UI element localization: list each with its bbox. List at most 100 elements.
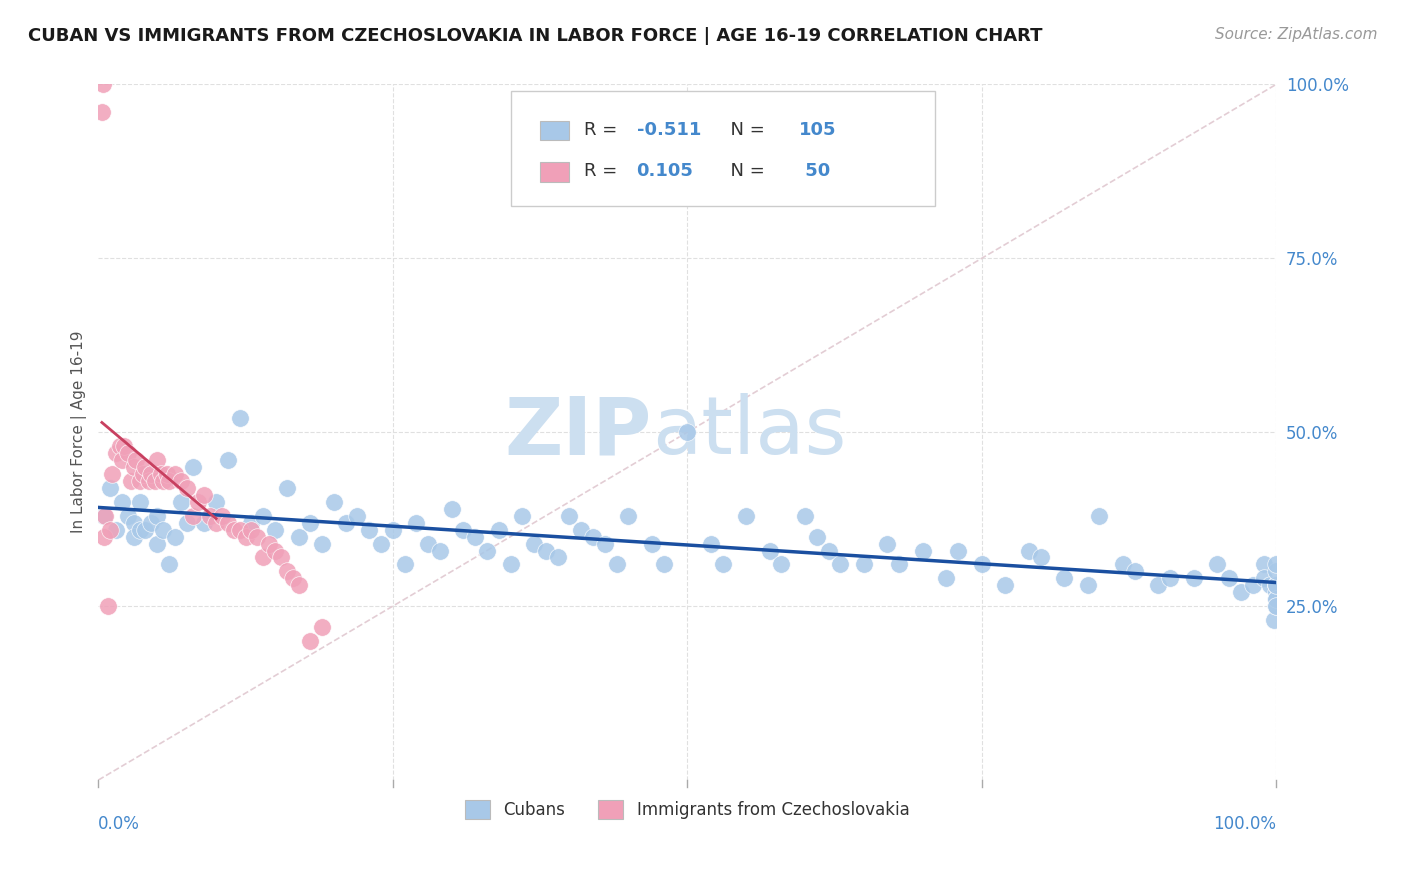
Point <box>157 558 180 572</box>
Point <box>152 523 174 537</box>
Point <box>240 516 263 530</box>
Point <box>1265 565 1288 579</box>
Point <box>163 467 186 481</box>
Point <box>700 536 723 550</box>
Text: N =: N = <box>718 120 770 138</box>
Point <box>453 523 475 537</box>
Point <box>132 467 155 481</box>
Point <box>252 508 274 523</box>
Point <box>141 467 163 481</box>
Point <box>1229 585 1251 599</box>
Text: ZIP: ZIP <box>505 393 652 471</box>
Point <box>122 530 145 544</box>
Point <box>593 536 616 550</box>
Point <box>322 495 344 509</box>
Point <box>299 516 322 530</box>
Point <box>187 495 209 509</box>
Point <box>488 523 510 537</box>
Point <box>299 634 322 648</box>
Point <box>141 516 163 530</box>
Point <box>475 543 498 558</box>
Point <box>1147 578 1170 592</box>
Text: 0.0%: 0.0% <box>98 814 141 833</box>
Text: atlas: atlas <box>652 393 846 471</box>
Point <box>558 508 581 523</box>
Point <box>264 543 287 558</box>
Point <box>1018 543 1040 558</box>
Point <box>335 516 357 530</box>
Point <box>112 439 135 453</box>
Point <box>676 425 699 440</box>
Point <box>652 558 675 572</box>
Point <box>1265 599 1288 614</box>
Point <box>1265 585 1288 599</box>
Point <box>405 516 427 530</box>
Point <box>105 523 128 537</box>
Point <box>157 474 180 488</box>
Point <box>156 467 179 481</box>
Point <box>117 446 139 460</box>
Point <box>1159 571 1181 585</box>
Point <box>946 543 969 558</box>
Point <box>222 523 245 537</box>
Point <box>128 523 150 537</box>
Point <box>499 558 522 572</box>
Point <box>617 508 640 523</box>
Point <box>606 558 628 572</box>
Point <box>1265 592 1288 607</box>
Point <box>276 481 298 495</box>
Point <box>217 453 239 467</box>
Point <box>547 550 569 565</box>
Point <box>1123 565 1146 579</box>
Point <box>97 599 120 614</box>
Point <box>817 543 839 558</box>
Point <box>270 550 292 565</box>
Point <box>111 453 134 467</box>
Text: R =: R = <box>583 162 623 180</box>
Point <box>876 536 898 550</box>
Point <box>1218 571 1240 585</box>
Point <box>1053 571 1076 585</box>
FancyBboxPatch shape <box>510 91 935 206</box>
Point <box>101 467 124 481</box>
Point <box>128 474 150 488</box>
Point <box>1077 578 1099 592</box>
Point <box>1258 578 1281 592</box>
Point <box>228 523 250 537</box>
Point <box>370 536 392 550</box>
Point <box>93 530 115 544</box>
Point <box>1112 558 1135 572</box>
Point <box>240 523 263 537</box>
Text: 105: 105 <box>799 120 837 138</box>
Text: Source: ZipAtlas.com: Source: ZipAtlas.com <box>1215 27 1378 42</box>
Point <box>1182 571 1205 585</box>
Point <box>381 523 404 537</box>
Point <box>205 495 228 509</box>
Point <box>287 530 309 544</box>
Legend: Cubans, Immigrants from Czechoslovakia: Cubans, Immigrants from Czechoslovakia <box>457 791 918 828</box>
Text: 0.105: 0.105 <box>637 162 693 180</box>
Point <box>193 516 215 530</box>
FancyBboxPatch shape <box>540 162 569 182</box>
FancyBboxPatch shape <box>540 120 569 140</box>
Point <box>211 508 233 523</box>
Point <box>281 571 304 585</box>
Point <box>429 543 451 558</box>
Point <box>1206 558 1229 572</box>
Point <box>122 460 145 475</box>
Point <box>1088 508 1111 523</box>
Point <box>93 508 115 523</box>
Point <box>257 536 280 550</box>
Text: CUBAN VS IMMIGRANTS FROM CZECHOSLOVAKIA IN LABOR FORCE | AGE 16-19 CORRELATION C: CUBAN VS IMMIGRANTS FROM CZECHOSLOVAKIA … <box>28 27 1043 45</box>
Point <box>935 571 957 585</box>
Point <box>91 78 114 92</box>
Point <box>889 558 911 572</box>
Point <box>170 495 193 509</box>
Point <box>181 460 204 475</box>
Point <box>1265 578 1288 592</box>
Point <box>200 508 222 523</box>
Point <box>125 453 148 467</box>
Point <box>146 536 169 550</box>
Point <box>1265 592 1288 607</box>
Point <box>98 523 121 537</box>
